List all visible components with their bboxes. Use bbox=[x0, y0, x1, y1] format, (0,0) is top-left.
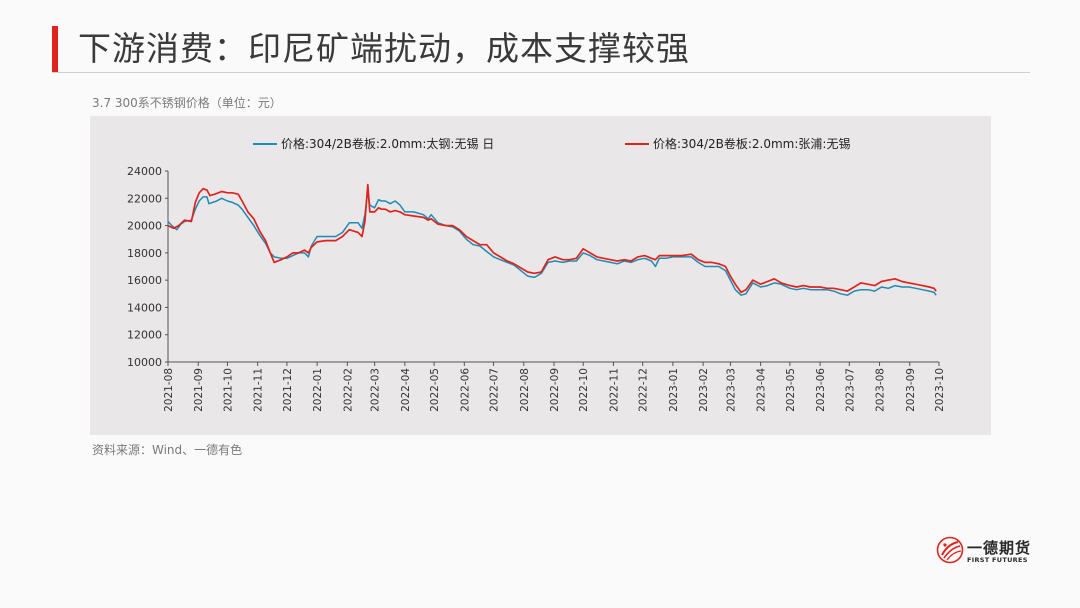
title-divider bbox=[52, 72, 1030, 73]
y-tick-label: 24000 bbox=[127, 165, 162, 178]
x-tick-label: 2023-03 bbox=[725, 368, 737, 412]
y-tick-label: 10000 bbox=[127, 356, 162, 369]
source-note: 资料来源：Wind、一德有色 bbox=[92, 443, 243, 457]
first-futures-logo-icon bbox=[936, 536, 964, 564]
y-tick-label: 12000 bbox=[127, 329, 162, 342]
x-tick-label: 2021-08 bbox=[163, 368, 175, 412]
chart-panel: 10000 12000 14000 16000 18000 20000 22000 24000… bbox=[90, 116, 991, 435]
logo-name-cn: 一德期货 bbox=[967, 539, 1032, 557]
title-accent-bar bbox=[52, 26, 58, 72]
x-tick-label: 2023-07 bbox=[844, 368, 856, 412]
legend-label-1: 价格:304/2B卷板:2.0mm:太钢:无锡 日 bbox=[281, 136, 494, 151]
x-tick-label: 2022-09 bbox=[549, 368, 561, 412]
y-tick-label: 16000 bbox=[127, 274, 162, 287]
x-tick-label: 2023-04 bbox=[756, 368, 768, 412]
x-tick-label: 2021-09 bbox=[193, 368, 205, 412]
y-tick-label: 20000 bbox=[127, 220, 162, 233]
x-tick-label: 2021-11 bbox=[253, 368, 265, 412]
x-tick-label: 2023-10 bbox=[934, 368, 946, 412]
series-line-2 bbox=[167, 183, 937, 294]
y-tick-label: 18000 bbox=[127, 247, 162, 260]
x-tick-label: 2021-12 bbox=[282, 368, 294, 412]
x-tick-label: 2022-06 bbox=[459, 368, 471, 412]
y-tick-label: 14000 bbox=[127, 301, 162, 314]
y-tick-label: 22000 bbox=[127, 192, 162, 205]
x-tick-label: 2023-05 bbox=[785, 368, 797, 412]
x-tick-label: 2021-10 bbox=[222, 368, 234, 412]
x-tick-label: 2023-01 bbox=[668, 368, 680, 412]
x-tick-label: 2022-10 bbox=[578, 368, 590, 412]
price-line-chart: 10000 12000 14000 16000 18000 20000 22000 24000… bbox=[127, 136, 946, 412]
x-tick-label: 2022-08 bbox=[519, 368, 531, 412]
x-tick-label: 2022-04 bbox=[400, 368, 412, 412]
chart-caption: 3.7 300系不锈钢价格（单位：元） bbox=[92, 96, 282, 110]
x-tick-label: 2023-02 bbox=[698, 368, 710, 412]
legend-label-2: 价格:304/2B卷板:2.0mm:张浦:无锡 bbox=[653, 136, 850, 151]
x-tick-label: 2022-03 bbox=[370, 368, 382, 412]
x-tick-label: 2022-12 bbox=[638, 368, 650, 412]
x-tick-label: 2022-07 bbox=[489, 368, 501, 412]
x-tick-label: 2022-02 bbox=[342, 368, 354, 412]
x-tick-label: 2023-08 bbox=[875, 368, 887, 412]
x-tick-label: 2023-09 bbox=[905, 368, 917, 412]
x-tick-label: 2022-01 bbox=[312, 368, 324, 412]
page-title: 下游消费：印尼矿端扰动，成本支撑较强 bbox=[78, 29, 690, 68]
company-logo: 一德期货 FIRST FUTURES bbox=[936, 536, 1036, 568]
series-line-1 bbox=[167, 190, 937, 296]
x-tick-label: 2023-06 bbox=[815, 368, 827, 412]
logo-name-en: FIRST FUTURES bbox=[967, 556, 1028, 564]
x-tick-label: 2022-11 bbox=[608, 368, 620, 412]
x-tick-label: 2022-05 bbox=[429, 368, 441, 412]
